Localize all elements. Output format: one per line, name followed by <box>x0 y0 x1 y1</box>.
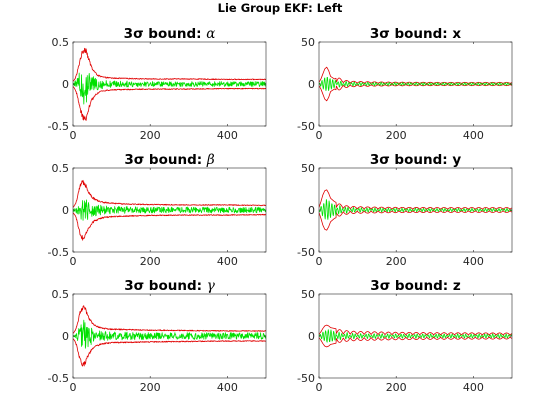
bound-lower-line <box>73 338 266 367</box>
error-line <box>319 199 512 220</box>
subplot-title-symbol: y <box>452 152 461 168</box>
x-tick-label: 0 <box>316 255 323 268</box>
subplot-1: 3σ bound: α0 200 400-0.500.5 <box>48 26 267 142</box>
y-tick-label: 0 <box>62 330 69 343</box>
x-tick-label: 400 <box>463 381 484 394</box>
subplot-grid: 3σ bound: α0 200 400-0.500.53σ bound: x0 20… <box>48 26 513 394</box>
plot-area <box>73 179 266 241</box>
subplot-title: 3σ bound: y <box>370 152 462 168</box>
bound-lower-line <box>73 86 266 121</box>
subplot-title-prefix: 3σ bound: <box>124 278 207 294</box>
plot-area <box>319 324 512 348</box>
error-line <box>319 329 512 343</box>
subplot-3: 3σ bound: β0 200 400-0.500.5 <box>48 152 267 268</box>
x-tick-label: 400 <box>463 255 484 268</box>
y-tick-label: 0.5 <box>52 162 70 175</box>
x-tick-label: 200 <box>140 255 161 268</box>
bound-upper-line <box>319 324 512 336</box>
x-tick-label: 400 <box>217 381 238 394</box>
bound-lower-line <box>73 212 266 241</box>
y-tick-label: -50 <box>297 372 315 385</box>
y-tick-label: 50 <box>301 288 315 301</box>
bound-lower-line <box>319 336 512 348</box>
bound-upper-line <box>73 305 266 334</box>
x-tick-label: 200 <box>140 381 161 394</box>
y-tick-label: 0 <box>308 330 315 343</box>
plot-area <box>73 47 266 121</box>
subplot-title-symbol: γ <box>207 278 216 294</box>
x-tick-label: 0 <box>316 129 323 142</box>
subplot-title-prefix: 3σ bound: <box>124 152 207 168</box>
plot-area <box>73 305 266 367</box>
x-tick-label: 400 <box>217 255 238 268</box>
x-tick-label: 0 <box>70 129 77 142</box>
subplot-title: 3σ bound: γ <box>124 278 216 294</box>
x-tick-label: 400 <box>463 129 484 142</box>
subplot-title: 3σ bound: z <box>370 278 461 294</box>
plot-area <box>319 189 512 231</box>
x-tick-label: 200 <box>386 381 407 394</box>
x-tick-label: 0 <box>70 255 77 268</box>
y-tick-label: 50 <box>301 162 315 175</box>
x-tick-label: 0 <box>316 381 323 394</box>
subplot-title-symbol: α <box>206 26 215 42</box>
subplot-title: 3σ bound: β <box>124 152 215 168</box>
x-tick-label: 200 <box>140 129 161 142</box>
error-line <box>73 319 266 349</box>
x-tick-label: 400 <box>217 129 238 142</box>
y-tick-label: 0.5 <box>52 36 70 49</box>
y-tick-label: 0.5 <box>52 288 70 301</box>
y-tick-label: -50 <box>297 246 315 259</box>
x-tick-label: 200 <box>386 129 407 142</box>
x-tick-label: 0 <box>70 381 77 394</box>
subplot-title-prefix: 3σ bound: <box>370 152 453 168</box>
y-tick-label: 0 <box>308 204 315 217</box>
plot-area <box>319 66 512 102</box>
subplot-title-symbol: β <box>206 152 215 168</box>
bound-upper-line <box>319 189 512 210</box>
subplot-5: 3σ bound: γ0 200 400-0.500.5 <box>48 278 267 394</box>
bound-upper-line <box>73 179 266 208</box>
error-line <box>73 199 266 221</box>
error-line <box>73 72 266 105</box>
figure-title: Lie Group EKF: Left <box>218 1 343 15</box>
bound-upper-line <box>319 66 512 84</box>
y-tick-label: -50 <box>297 120 315 133</box>
bound-upper-line <box>73 47 266 82</box>
x-tick-label: 200 <box>386 255 407 268</box>
error-line <box>319 77 512 92</box>
subplot-title: 3σ bound: x <box>370 26 462 42</box>
subplot-title-prefix: 3σ bound: <box>370 26 453 42</box>
y-tick-label: -0.5 <box>48 120 69 133</box>
y-tick-label: 50 <box>301 36 315 49</box>
bound-lower-line <box>319 210 512 231</box>
y-tick-label: 0 <box>62 78 69 91</box>
y-tick-label: -0.5 <box>48 246 69 259</box>
subplot-title: 3σ bound: α <box>124 26 216 42</box>
subplot-title-prefix: 3σ bound: <box>124 26 207 42</box>
y-tick-label: 0 <box>308 78 315 91</box>
y-tick-label: -0.5 <box>48 372 69 385</box>
y-tick-label: 0 <box>62 204 69 217</box>
subplot-title-symbol: z <box>453 278 461 294</box>
subplot-title-symbol: x <box>452 26 461 42</box>
subplot-title-prefix: 3σ bound: <box>370 278 453 294</box>
